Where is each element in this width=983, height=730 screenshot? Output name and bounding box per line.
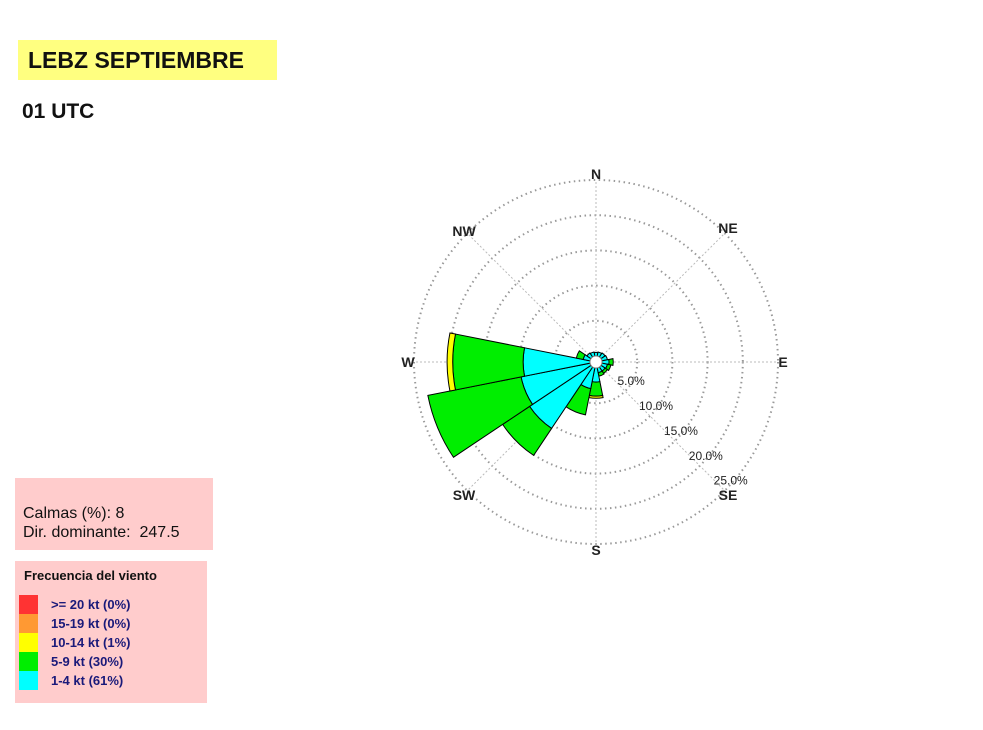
direction-label: W [401, 354, 415, 370]
legend-label: >= 20 kt (0%) [51, 597, 131, 612]
legend-label: 15-19 kt (0%) [51, 616, 131, 631]
legend-swatch [19, 595, 38, 614]
grid-ring [413, 179, 779, 545]
dominant-label: Dir. dominante: [23, 524, 131, 541]
chart-title: LEBZ SEPTIEMBRE [18, 40, 277, 80]
ring-label: 25.0% [714, 474, 748, 488]
calms-value: 8 [115, 505, 125, 522]
direction-label: N [591, 166, 601, 182]
petal-W [446, 332, 457, 392]
petal-WSW [427, 376, 534, 458]
ring-label: 5.0% [617, 374, 645, 388]
grid-spoke [599, 232, 726, 359]
grid-spoke [599, 365, 726, 492]
rose-petals [427, 332, 614, 458]
legend-title: Frecuencia del viento [24, 568, 157, 583]
direction-label: E [778, 354, 787, 370]
chart-subtitle: 01 UTC [22, 100, 95, 123]
legend-swatch [19, 652, 38, 671]
direction-label: SE [719, 487, 738, 503]
legend-swatch [19, 633, 38, 652]
dominant-value: 247.5 [139, 524, 180, 541]
legend-swatch [19, 614, 38, 633]
legend-panel: Frecuencia del viento >= 20 kt (0%) 15-1… [15, 561, 207, 703]
calm-center [589, 355, 603, 369]
calms-label: Calmas (%): [23, 505, 112, 522]
direction-label: SW [453, 487, 476, 503]
ring-label: 15.0% [664, 424, 698, 438]
petal-S [588, 394, 604, 399]
legend-swatch [19, 671, 38, 690]
grid-spoke [466, 232, 593, 359]
dominant-line: Dir. dominante: 247.5 [23, 523, 213, 542]
calms-line: Calmas (%): 8 [23, 504, 213, 523]
direction-label: NE [718, 220, 737, 236]
stats-panel: Calmas (%): 8 Dir. dominante: 247.5 [15, 478, 213, 550]
legend-label: 1-4 kt (61%) [51, 673, 124, 688]
legend-label: 5-9 kt (30%) [51, 654, 124, 669]
direction-label: S [591, 542, 600, 558]
direction-label: NW [452, 223, 476, 239]
petal-WNW [575, 350, 586, 361]
grid-ring [518, 284, 674, 440]
ring-label: 10.0% [639, 399, 673, 413]
grid-ring [553, 319, 639, 405]
ring-label: 20.0% [689, 449, 723, 463]
rose-labels: N NE E SE S SW W NW 5.0% 10.0% 15.0% 20.0% 25.0% [401, 166, 787, 558]
legend-label: 10-14 kt (1%) [51, 635, 131, 650]
